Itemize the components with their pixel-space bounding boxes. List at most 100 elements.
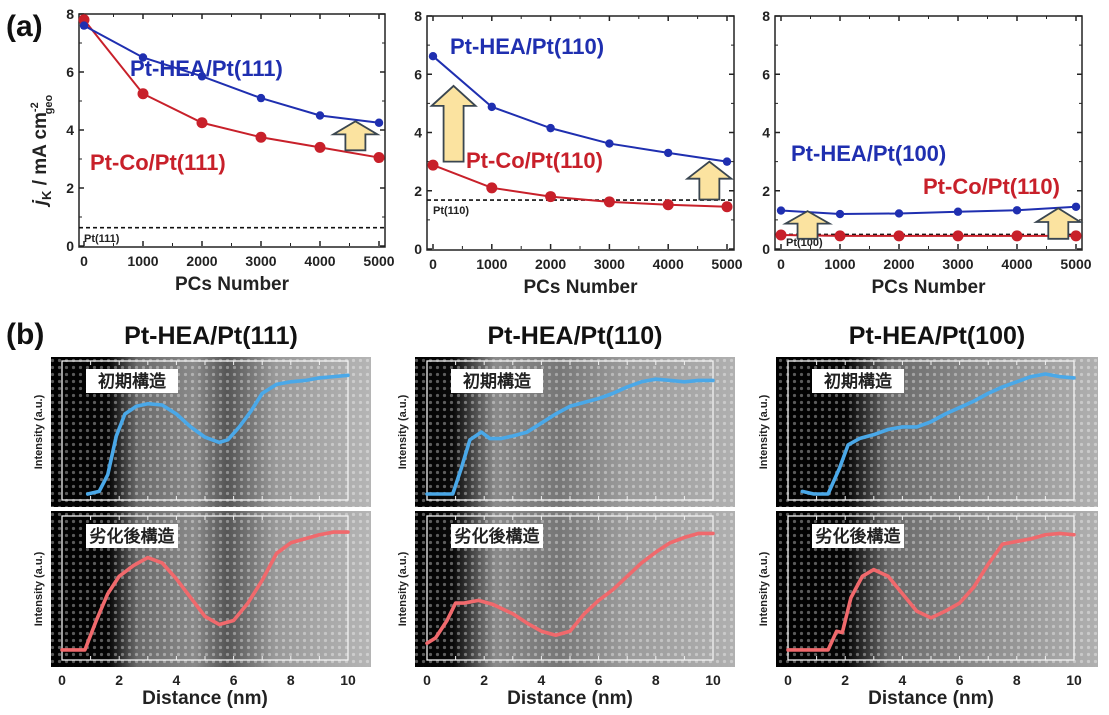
data-point bbox=[835, 209, 845, 219]
y-tick-label: 2 bbox=[414, 183, 422, 199]
chart-pt111-activity: 0 2 4 6 8 0 1000 2000 3000 4000 5000 PCs Number Pt(1… bbox=[66, 6, 395, 295]
series-line-hea bbox=[432, 55, 728, 163]
panel-a-label: (a) bbox=[6, 10, 43, 43]
initial-structure-panel: Intensity (a.u.) 初期構造 bbox=[33, 357, 371, 507]
data-point bbox=[487, 102, 496, 112]
data-point bbox=[196, 117, 208, 129]
data-point bbox=[834, 230, 846, 242]
x-tick-label: 4 bbox=[538, 672, 546, 688]
structure-label-box bbox=[451, 524, 543, 548]
y-tick-label: 0 bbox=[762, 241, 770, 257]
panel-b-label: (b) bbox=[6, 318, 44, 351]
structure-label: 劣化後構造 bbox=[455, 526, 541, 546]
degraded-profile-line bbox=[786, 531, 1076, 652]
data-point bbox=[256, 93, 266, 103]
data-point bbox=[953, 207, 963, 216]
x-tick-label: 0 bbox=[777, 256, 785, 272]
y-tick-label: 6 bbox=[414, 66, 422, 82]
series-label-ptco: Pt-Co/Pt(110) bbox=[923, 174, 1060, 199]
x-tick-label: 0 bbox=[58, 672, 66, 688]
x-tick-label: 8 bbox=[287, 672, 295, 688]
data-point bbox=[1012, 206, 1022, 215]
structure-label: 初期構造 bbox=[98, 371, 167, 391]
y-tick-label: 8 bbox=[414, 8, 422, 24]
y-tick-label: 2 bbox=[66, 180, 74, 196]
chart-pt110-activity: 0 2 4 6 8 0 1000 2000 3000 4000 5000 PCs Number Pt(1… bbox=[414, 8, 743, 298]
x-tick-label: 4 bbox=[173, 672, 181, 688]
profile-pt100: Pt-HEA/Pt(100)Intensity (a.u.)初期構造Intens… bbox=[758, 322, 1098, 709]
data-point bbox=[1071, 202, 1081, 211]
structure-label-box bbox=[812, 524, 904, 548]
data-point bbox=[1070, 230, 1082, 242]
x-tick-label: 4000 bbox=[653, 256, 684, 272]
x-tick-label: 1000 bbox=[127, 253, 158, 269]
x-tick-label: 5000 bbox=[711, 256, 742, 272]
x-tick-label: 5000 bbox=[363, 253, 394, 269]
y-axis-label: Intensity (a.u.) bbox=[758, 394, 770, 469]
structure-label-box bbox=[812, 369, 904, 393]
data-point bbox=[545, 191, 557, 203]
data-point bbox=[197, 72, 207, 81]
structure-label-box bbox=[86, 524, 178, 548]
x-tick-label: 4 bbox=[899, 672, 907, 688]
data-point bbox=[664, 148, 673, 158]
x-tick-label: 6 bbox=[595, 672, 603, 688]
x-tick-label: 1000 bbox=[476, 256, 507, 272]
degraded-structure-panel: Intensity (a.u.) 劣化後構造 bbox=[33, 511, 371, 667]
series-label-hea: Pt-HEA/Pt(111) bbox=[130, 56, 283, 81]
series-line-hea bbox=[83, 24, 380, 124]
x-axis-label: PCs Number bbox=[523, 277, 638, 298]
image-title: Pt-HEA/Pt(111) bbox=[124, 322, 298, 350]
x-tick-label: 3000 bbox=[942, 256, 973, 272]
degraded-structure-panel: Intensity (a.u.) 劣化後構造 bbox=[397, 511, 735, 667]
up-arrow-icon bbox=[684, 160, 734, 201]
x-tick-label: 0 bbox=[423, 672, 431, 688]
series-label-hea: Pt-HEA/Pt(110) bbox=[450, 34, 604, 59]
x-axis-label: Distance (nm) bbox=[142, 688, 268, 709]
reference-line-label: Pt(110) bbox=[433, 205, 469, 217]
up-arrow-icon bbox=[782, 210, 833, 240]
data-point bbox=[603, 196, 615, 208]
x-tick-label: 10 bbox=[1066, 672, 1082, 688]
x-tick-label: 0 bbox=[429, 256, 437, 272]
x-axis-label: Distance (nm) bbox=[868, 688, 994, 709]
initial-profile-line bbox=[425, 377, 715, 496]
x-tick-label: 8 bbox=[1013, 672, 1021, 688]
up-arrow-icon bbox=[429, 84, 478, 163]
y-tick-label: 8 bbox=[762, 8, 770, 24]
profile-pt110: Pt-HEA/Pt(110)Intensity (a.u.)初期構造Intens… bbox=[397, 322, 735, 709]
data-point bbox=[775, 229, 787, 241]
series-line-ptco bbox=[432, 164, 728, 208]
y-tick-label: 4 bbox=[762, 125, 770, 141]
up-arrow-icon bbox=[1033, 207, 1084, 240]
y-axis-label: Intensity (a.u.) bbox=[33, 551, 45, 626]
data-point bbox=[722, 157, 732, 166]
x-tick-label: 5000 bbox=[1060, 256, 1091, 272]
data-point bbox=[486, 182, 498, 194]
initial-profile-line bbox=[85, 373, 350, 496]
degraded-profile-line bbox=[60, 530, 350, 652]
series-line-ptco bbox=[83, 19, 380, 159]
y-tick-label: 8 bbox=[66, 6, 74, 22]
data-point bbox=[315, 111, 325, 120]
y-tick-label: 4 bbox=[414, 125, 422, 141]
up-arrow-icon bbox=[330, 120, 381, 152]
plot-frame bbox=[774, 15, 1083, 251]
y-tick-label: 0 bbox=[414, 241, 422, 257]
y-tick-label: 6 bbox=[762, 66, 770, 82]
data-point bbox=[546, 123, 555, 133]
data-point bbox=[138, 53, 148, 62]
reference-line-label: Pt(100) bbox=[786, 237, 823, 249]
x-tick-label: 3000 bbox=[594, 256, 625, 272]
initial-structure-panel: Intensity (a.u.) 初期構造 bbox=[758, 357, 1098, 507]
x-tick-label: 10 bbox=[340, 672, 356, 688]
data-point bbox=[314, 141, 326, 153]
profile-pt111: Pt-HEA/Pt(111)Intensity (a.u.)初期構造Intens… bbox=[33, 322, 371, 709]
x-tick-label: 6 bbox=[956, 672, 964, 688]
structure-label: 初期構造 bbox=[824, 371, 893, 391]
x-tick-label: 8 bbox=[652, 672, 660, 688]
y-axis-label: Intensity (a.u.) bbox=[33, 394, 45, 469]
chart-a-ylabel: jK / mA cm-2 geo bbox=[29, 94, 55, 208]
y-tick-label: 2 bbox=[762, 183, 770, 199]
